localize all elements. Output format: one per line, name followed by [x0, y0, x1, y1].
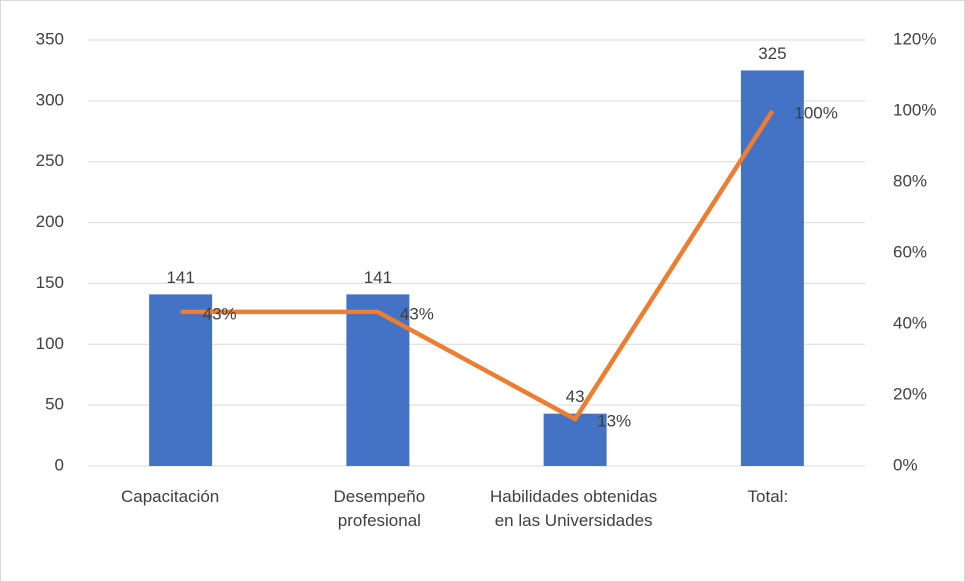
y-tick-label: 0	[55, 455, 64, 474]
y2-tick-label: 20%	[893, 384, 927, 403]
y2-tick-label: 60%	[893, 242, 927, 261]
x-tick-label: Capacitación	[120, 487, 220, 506]
y2-tick-label: 0%	[893, 455, 918, 474]
y-tick-label: 200	[36, 212, 64, 231]
bar-value-label: 325	[758, 44, 786, 63]
line-value-label: 100%	[794, 103, 837, 122]
y-tick-label: 350	[36, 29, 64, 48]
y2-tick-label: 80%	[893, 171, 927, 190]
bar	[543, 413, 607, 466]
y-tick-label: 250	[36, 151, 64, 170]
line-value-label: 43%	[203, 304, 237, 323]
bar	[149, 294, 213, 466]
line	[180, 109, 775, 422]
y2-tick-label: 40%	[893, 313, 927, 332]
y-tick-label: 300	[36, 90, 64, 109]
bar	[740, 70, 804, 466]
x-tick-label: Total:	[747, 487, 789, 506]
y-tick-label: 100	[36, 334, 64, 353]
y2-tick-label: 120%	[893, 29, 936, 48]
bar-value-label: 43	[566, 387, 585, 406]
y-tick-label: 150	[36, 273, 64, 292]
bar-value-label: 141	[166, 268, 194, 287]
y-tick-label: 50	[45, 395, 64, 414]
line-value-label: 13%	[597, 412, 631, 431]
y2-tick-label: 100%	[893, 100, 936, 119]
x-tick-label: Desempeño profesional	[333, 487, 426, 530]
x-tick-label: Habilidades obtenidas en las Universidad…	[489, 487, 658, 530]
line-value-label: 43%	[400, 304, 434, 323]
bar-value-label: 141	[364, 268, 392, 287]
